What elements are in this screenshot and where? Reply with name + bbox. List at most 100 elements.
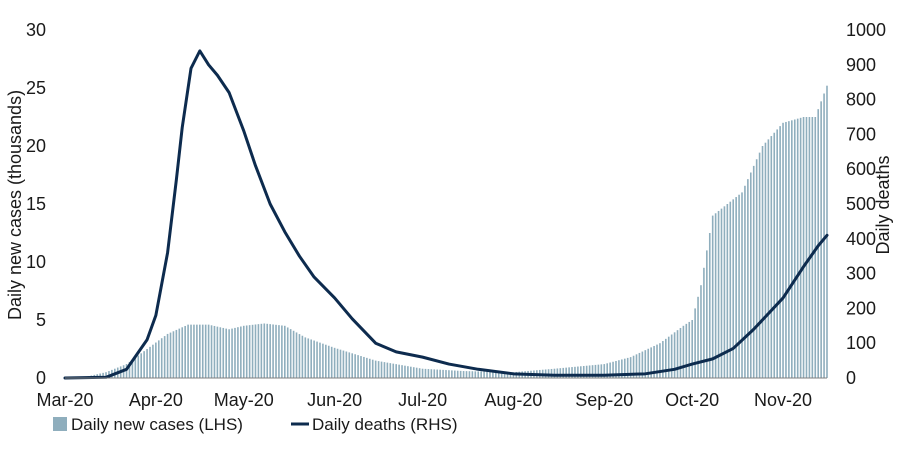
- legend: Daily new cases (LHS) Daily deaths (RHS): [53, 415, 458, 434]
- cases-bar: [167, 334, 169, 378]
- cases-bar: [466, 371, 468, 378]
- right-axis-tick-label: 500: [846, 194, 876, 214]
- cases-bar: [313, 341, 315, 378]
- x-axis-tick-label: Mar-20: [36, 390, 93, 410]
- cases-bar: [738, 195, 740, 378]
- cases-bar: [258, 324, 260, 378]
- cases-bar: [683, 326, 685, 378]
- right-axis-tick-label: 300: [846, 264, 876, 284]
- cases-bar: [773, 133, 775, 378]
- cases-bar: [299, 334, 301, 378]
- cases-bar: [750, 173, 752, 378]
- cases-bar: [161, 338, 163, 378]
- cases-bar: [208, 325, 210, 378]
- cases-bar: [266, 324, 268, 378]
- cases-bar: [231, 329, 233, 378]
- cases-bar: [797, 119, 799, 378]
- cases-bar: [222, 328, 224, 378]
- cases-bar: [741, 192, 743, 378]
- right-axis-tick-label: 400: [846, 229, 876, 249]
- left-axis-tick-label: 25: [26, 78, 46, 98]
- cases-bar: [688, 322, 690, 378]
- cases-bar: [310, 339, 312, 378]
- cases-bar: [237, 327, 239, 378]
- cases-bar: [425, 369, 427, 378]
- cases-bar: [217, 327, 219, 378]
- right-axis-tick-label: 100: [846, 333, 876, 353]
- cases-bar: [788, 121, 790, 378]
- x-axis-tick-label: Sep-20: [575, 390, 633, 410]
- cases-bar: [240, 327, 242, 379]
- cases-bar: [826, 86, 828, 378]
- cases-bar: [395, 364, 397, 378]
- cases-bar: [375, 361, 377, 378]
- cases-bar: [472, 371, 474, 378]
- right-axis-title: Daily deaths: [873, 155, 893, 254]
- cases-bar: [293, 331, 295, 378]
- cases-bar: [475, 371, 477, 378]
- cases-bar: [243, 326, 245, 378]
- cases-bar: [407, 366, 409, 378]
- cases-bar: [137, 355, 139, 378]
- cases-bar: [181, 327, 183, 378]
- cases-bar: [454, 371, 456, 378]
- cases-bar: [199, 325, 201, 378]
- cases-bar: [348, 352, 350, 378]
- cases-bar: [800, 118, 802, 378]
- cases-bar: [765, 143, 767, 378]
- left-axis-tick-label: 10: [26, 252, 46, 272]
- cases-bar: [410, 367, 412, 378]
- cases-bar: [246, 325, 248, 378]
- x-axis-tick-label: Aug-20: [484, 390, 542, 410]
- cases-bar: [158, 340, 160, 378]
- cases-bar: [140, 353, 142, 378]
- cases-bar: [718, 211, 720, 378]
- cases-bar: [284, 326, 286, 378]
- right-axis-tick-label: 800: [846, 90, 876, 110]
- cases-bar: [322, 344, 324, 378]
- cases-bar: [756, 159, 758, 378]
- cases-bar: [416, 368, 418, 378]
- cases-bar: [372, 360, 374, 378]
- right-axis-tick-label: 0: [846, 368, 856, 388]
- cases-bar: [762, 146, 764, 378]
- cases-bar: [779, 126, 781, 378]
- cases-bar: [700, 285, 702, 378]
- cases-bar: [463, 371, 465, 378]
- right-axis-tick-label: 900: [846, 55, 876, 75]
- right-axis-tick-label: 1000: [846, 20, 886, 40]
- right-axis-tick-label: 200: [846, 298, 876, 318]
- cases-bar: [296, 332, 298, 378]
- legend-swatch-cases: [53, 417, 67, 431]
- cases-bar: [249, 325, 251, 378]
- cases-bar: [401, 365, 403, 378]
- cases-bar: [448, 370, 450, 378]
- cases-bar: [735, 197, 737, 378]
- cases-bar: [477, 371, 479, 378]
- cases-bar: [287, 327, 289, 378]
- cases-bar: [234, 328, 236, 378]
- cases-bar: [709, 233, 711, 378]
- cases-bar: [747, 179, 749, 378]
- cases-bar: [776, 129, 778, 378]
- cases-bar: [686, 324, 688, 378]
- cases-bar: [319, 343, 321, 378]
- cases-bar: [809, 117, 811, 378]
- cases-bar: [228, 329, 230, 378]
- left-axis-tick-label: 20: [26, 136, 46, 156]
- cases-bar: [343, 351, 345, 378]
- cases-bar: [331, 347, 333, 378]
- cases-bar: [360, 356, 362, 378]
- cases-bar: [480, 371, 482, 378]
- cases-bar: [363, 357, 365, 378]
- cases-bar: [806, 117, 808, 378]
- cases-bar: [428, 369, 430, 378]
- cases-bar: [715, 213, 717, 378]
- cases-bar: [694, 308, 696, 378]
- cases-bar: [442, 370, 444, 378]
- cases-bar: [390, 363, 392, 378]
- cases-bar: [149, 347, 151, 378]
- cases-bar: [759, 153, 761, 378]
